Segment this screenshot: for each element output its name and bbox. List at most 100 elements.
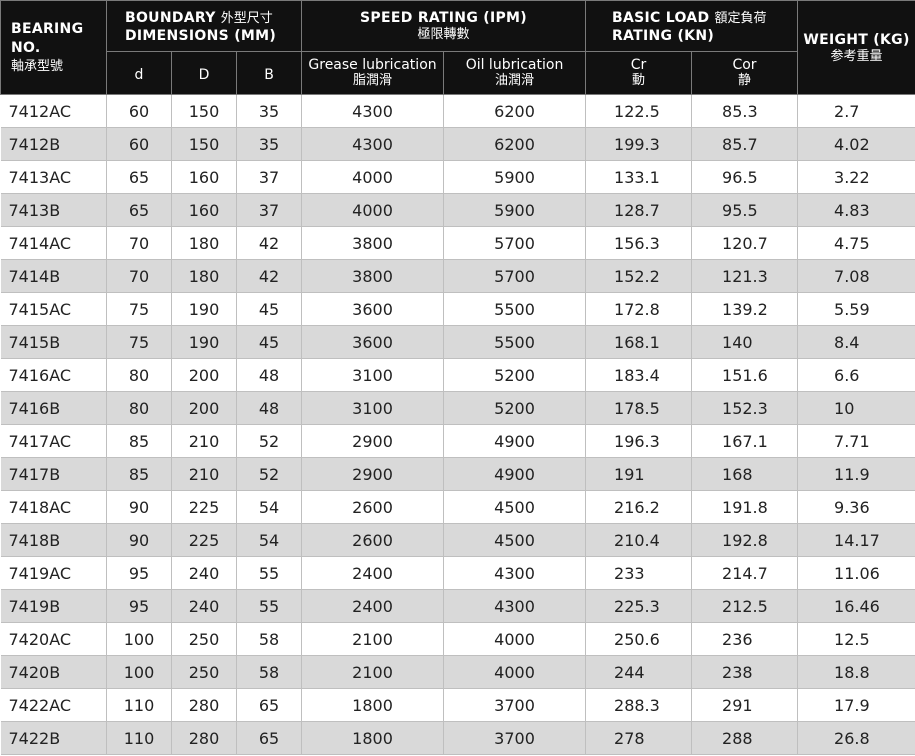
grease-speed-cell: 3800 xyxy=(301,226,445,260)
D-cell: 225 xyxy=(171,523,237,557)
bearing-no-cell: 7415AC xyxy=(0,292,107,326)
table-row: 7415AC 75 190 45 3600 5500 172.8 139.2 5.59 xyxy=(0,292,915,326)
D-cell: 160 xyxy=(171,160,237,194)
d-cell: 60 xyxy=(106,127,172,161)
cor-cell: 140 xyxy=(691,325,799,359)
B-cell: 65 xyxy=(236,688,303,722)
cr-cell: 199.3 xyxy=(585,127,693,161)
cor-cell: 291 xyxy=(691,688,799,722)
D-cell: 280 xyxy=(171,688,237,722)
bearing-no-cell: 7419AC xyxy=(0,556,107,590)
header-oil-cn: 油潤滑 xyxy=(495,73,535,88)
cor-cell: 236 xyxy=(691,622,799,656)
cor-cell: 167.1 xyxy=(691,424,799,458)
weight-cell: 5.59 xyxy=(797,292,915,326)
table-row: 7414B 70 180 42 3800 5700 152.2 121.3 7.08 xyxy=(0,259,915,293)
header-d-label: d xyxy=(134,66,144,83)
B-cell: 52 xyxy=(236,457,303,491)
table-row: 7418B 90 225 54 2600 4500 210.4 192.8 14.17 xyxy=(0,523,915,557)
weight-cell: 7.71 xyxy=(797,424,915,458)
cor-cell: 121.3 xyxy=(691,259,799,293)
bearing-no-cell: 7416B xyxy=(0,391,107,425)
d-cell: 70 xyxy=(106,259,172,293)
weight-cell: 16.46 xyxy=(797,589,915,623)
header-cor: Cor 静 xyxy=(691,51,799,95)
cr-cell: 210.4 xyxy=(585,523,693,557)
header-oil-label: Oil lubrication xyxy=(465,57,564,73)
cr-cell: 128.7 xyxy=(585,193,693,227)
bearing-no-cell: 7415B xyxy=(0,325,107,359)
cr-cell: 196.3 xyxy=(585,424,693,458)
bearing-no-cell: 7412B xyxy=(0,127,107,161)
cr-cell: 172.8 xyxy=(585,292,693,326)
d-cell: 65 xyxy=(106,160,172,194)
header-weight-label: WEIGHT (KG) xyxy=(803,31,910,48)
B-cell: 48 xyxy=(236,358,303,392)
header-cor-cn: 静 xyxy=(738,73,752,88)
weight-cell: 6.6 xyxy=(797,358,915,392)
bearing-no-cell: 7412AC xyxy=(0,94,107,128)
header-bearing-no-label: BEARING NO. xyxy=(11,21,84,56)
header-load-rating-label: RATING (KN) xyxy=(612,28,715,44)
B-cell: 54 xyxy=(236,523,303,557)
weight-cell: 10 xyxy=(797,391,915,425)
table-row: 7413B 65 160 37 4000 5900 128.7 95.5 4.83 xyxy=(0,193,915,227)
cr-cell: 152.2 xyxy=(585,259,693,293)
grease-speed-cell: 2600 xyxy=(301,523,445,557)
oil-speed-cell: 4500 xyxy=(443,490,587,524)
table-row: 7419AC 95 240 55 2400 4300 233 214.7 11.06 xyxy=(0,556,915,590)
header-grease-label: Grease lubrication xyxy=(308,57,437,73)
header-grease: Grease lubrication 脂潤滑 xyxy=(301,51,445,95)
bearing-no-cell: 7420AC xyxy=(0,622,107,656)
cor-cell: 139.2 xyxy=(691,292,799,326)
B-cell: 37 xyxy=(236,160,303,194)
grease-speed-cell: 4300 xyxy=(301,127,445,161)
B-cell: 58 xyxy=(236,655,303,689)
grease-speed-cell: 2900 xyxy=(301,457,445,491)
cr-cell: 278 xyxy=(585,721,693,755)
oil-speed-cell: 6200 xyxy=(443,127,587,161)
weight-cell: 11.06 xyxy=(797,556,915,590)
B-cell: 45 xyxy=(236,325,303,359)
weight-cell: 11.9 xyxy=(797,457,915,491)
oil-speed-cell: 3700 xyxy=(443,688,587,722)
weight-cell: 26.8 xyxy=(797,721,915,755)
grease-speed-cell: 1800 xyxy=(301,688,445,722)
cr-cell: 233 xyxy=(585,556,693,590)
header-dimensions-label: DIMENSIONS (MM) xyxy=(125,28,277,44)
cr-cell: 133.1 xyxy=(585,160,693,194)
bearing-no-cell: 7422AC xyxy=(0,688,107,722)
cor-cell: 214.7 xyxy=(691,556,799,590)
oil-speed-cell: 4000 xyxy=(443,655,587,689)
weight-cell: 12.5 xyxy=(797,622,915,656)
table-row: 7420AC 100 250 58 2100 4000 250.6 236 12.5 xyxy=(0,622,915,656)
cor-cell: 85.3 xyxy=(691,94,799,128)
weight-cell: 4.02 xyxy=(797,127,915,161)
oil-speed-cell: 4500 xyxy=(443,523,587,557)
table-row: 7417B 85 210 52 2900 4900 191 168 11.9 xyxy=(0,457,915,491)
table-row: 7418AC 90 225 54 2600 4500 216.2 191.8 9.36 xyxy=(0,490,915,524)
D-cell: 280 xyxy=(171,721,237,755)
header-boundary-dimensions: BOUNDARY 外型尺寸 DIMENSIONS (MM) xyxy=(105,0,303,52)
B-cell: 42 xyxy=(236,259,303,293)
D-cell: 150 xyxy=(171,127,237,161)
B-cell: 54 xyxy=(236,490,303,524)
weight-cell: 8.4 xyxy=(797,325,915,359)
bearing-no-cell: 7418AC xyxy=(0,490,107,524)
bearing-no-cell: 7414AC xyxy=(0,226,107,260)
cor-cell: 191.8 xyxy=(691,490,799,524)
B-cell: 52 xyxy=(236,424,303,458)
B-cell: 55 xyxy=(236,589,303,623)
grease-speed-cell: 4000 xyxy=(301,160,445,194)
weight-cell: 17.9 xyxy=(797,688,915,722)
header-D: D xyxy=(171,51,237,95)
d-cell: 70 xyxy=(106,226,172,260)
oil-speed-cell: 4900 xyxy=(443,457,587,491)
table-row: 7422AC 110 280 65 1800 3700 288.3 291 17.9 xyxy=(0,688,915,722)
grease-speed-cell: 3100 xyxy=(301,391,445,425)
grease-speed-cell: 4300 xyxy=(301,94,445,128)
grease-speed-cell: 2400 xyxy=(301,556,445,590)
header-basic-load-rating: BASIC LOAD 額定負荷 RATING (KN) xyxy=(585,0,799,52)
D-cell: 180 xyxy=(171,226,237,260)
oil-speed-cell: 6200 xyxy=(443,94,587,128)
